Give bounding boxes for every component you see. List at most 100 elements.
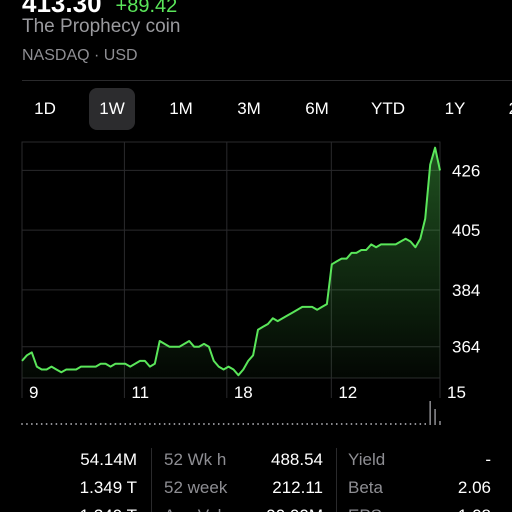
volume-bar — [360, 423, 363, 425]
price-change: +89.42 — [115, 0, 178, 17]
volume-bar — [276, 423, 279, 425]
stat-eps-label: EPS — [348, 502, 382, 512]
volume-bar — [60, 423, 63, 425]
stat-yield-label: Yield — [348, 450, 386, 469]
volume-bar — [75, 423, 77, 425]
volume-bar — [291, 423, 294, 425]
volume-bar — [350, 423, 353, 425]
stats-separator-2 — [336, 448, 337, 512]
volume-bar — [26, 423, 28, 425]
stat-eps-value: 1.08 — [420, 502, 491, 512]
y-tick-label: 364 — [452, 338, 480, 357]
volume-bar — [50, 423, 53, 425]
volume-bar — [439, 421, 441, 425]
volume-bar — [90, 423, 92, 425]
stat-52wk-low-value: 212.11 — [272, 478, 323, 497]
volume-bar — [414, 423, 417, 425]
price-row: 413.30 +89.42 — [22, 0, 177, 19]
price-chart-svg[interactable]: 364 384 405 426 9 11 18 12 15 — [0, 138, 512, 430]
y-tick-label: 405 — [452, 221, 480, 240]
volume-bar — [65, 423, 68, 425]
stat-avg-vol-label: Avg Vol — [164, 502, 221, 512]
stat-col1-row3-value: 1.349 T — [22, 502, 137, 512]
range-tab-1y[interactable]: 1Y — [444, 99, 466, 118]
volume-bar — [247, 423, 249, 425]
range-tab-2y[interactable]: 2Y — [496, 88, 512, 130]
volume-bar — [134, 423, 136, 425]
volume-bar — [237, 423, 240, 425]
volume-bar — [198, 423, 200, 425]
volume-bar — [380, 423, 382, 425]
volume-bar — [163, 423, 166, 425]
x-tick-label: 18 — [234, 383, 253, 402]
range-tab-1m[interactable]: 1M — [169, 99, 193, 118]
volume-bar — [45, 423, 48, 425]
x-tick-label: 9 — [29, 383, 38, 402]
volume-bar — [331, 423, 333, 425]
current-price: 413.30 — [22, 0, 102, 18]
y-tick-label: 384 — [452, 281, 480, 300]
range-tab-1w[interactable]: 1W — [89, 88, 135, 130]
range-tab-6m[interactable]: 6M — [305, 99, 329, 118]
volume-bar — [434, 409, 436, 425]
volume-bar — [272, 423, 274, 425]
volume-bar — [321, 423, 323, 425]
volume-bar — [375, 423, 377, 425]
volume-bar — [139, 423, 141, 425]
volume-bar — [188, 423, 190, 425]
volume-bar — [183, 423, 186, 425]
y-tick-label: 426 — [452, 161, 480, 180]
range-tab-3m[interactable]: 3M — [237, 99, 261, 118]
volume-bar — [193, 423, 195, 425]
volume-bar — [144, 423, 146, 425]
volume-bar — [429, 401, 431, 425]
key-statistics: 54.14M 1.349 T 1.349 T 52 Wk h 488.54 52… — [0, 444, 512, 512]
range-tab-1d[interactable]: 1D — [34, 99, 56, 118]
volume-bar — [227, 423, 230, 425]
x-tick-label: 15 — [447, 383, 466, 402]
volume-bar — [301, 423, 304, 425]
volume-bar — [208, 423, 210, 425]
volume-bar — [340, 423, 343, 425]
price-area — [22, 147, 440, 378]
volume-bar — [370, 423, 372, 425]
stat-52wk-high-label: 52 Wk h — [164, 450, 227, 469]
volume-bar — [419, 423, 422, 425]
volume-bar — [262, 423, 264, 425]
price-line — [21, 146, 441, 377]
volume-bar — [55, 423, 58, 425]
price-chart[interactable]: 364 384 405 426 9 11 18 12 15 — [0, 138, 512, 430]
volume-bar — [385, 423, 387, 425]
volume-bar — [40, 423, 43, 425]
header-divider — [22, 80, 512, 81]
volume-bar — [31, 423, 33, 425]
volume-bar — [80, 423, 82, 425]
volume-bar — [306, 423, 308, 425]
volume-bar — [85, 423, 87, 425]
volume-bar — [109, 423, 112, 425]
volume-bar — [99, 423, 102, 425]
volume-bar — [178, 423, 181, 425]
x-tick-label: 12 — [338, 383, 357, 402]
volume-bar — [114, 423, 117, 425]
volume-bar — [399, 423, 402, 425]
volume-bar — [95, 423, 97, 425]
volume-bar — [213, 423, 215, 425]
x-tick-label: 11 — [131, 383, 149, 402]
volume-bar — [281, 423, 284, 425]
volume-bar — [158, 423, 161, 425]
volume-bar — [335, 423, 338, 425]
range-tab-ytd[interactable]: YTD — [371, 99, 405, 118]
volume-bar — [390, 423, 392, 425]
stat-avg-vol-value: 90.00M — [240, 502, 323, 512]
volume-bar — [286, 423, 289, 425]
stat-52wk-low-label: 52 week — [164, 478, 228, 497]
stat-52wk-high-value: 488.54 — [271, 450, 323, 469]
volume-bar — [36, 423, 38, 425]
volume-bar — [326, 423, 328, 425]
volume-bar — [257, 423, 259, 425]
stat-yield-value: - — [485, 450, 491, 469]
volume-bar — [149, 423, 151, 425]
volume-bar — [242, 423, 245, 425]
volume-bar — [21, 423, 23, 425]
